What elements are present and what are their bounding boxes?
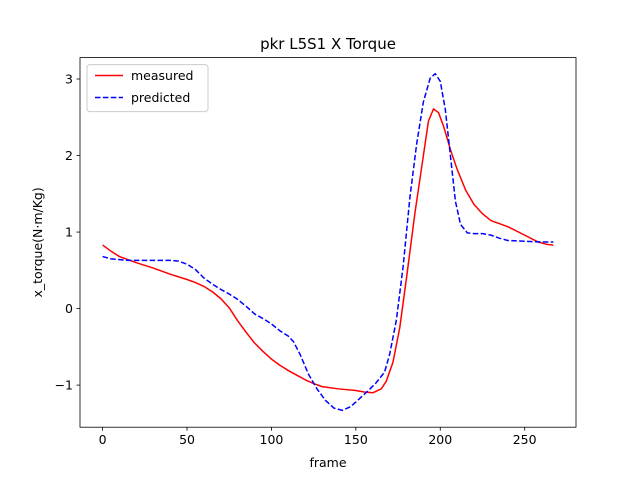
y-axis-label: x_torque(N·m/Kg) (30, 187, 45, 297)
x-tick-label: 150 (344, 432, 368, 447)
y-tick-label: 2 (65, 148, 73, 163)
x-axis-label: frame (309, 455, 346, 470)
x-tick-label: 0 (99, 432, 107, 447)
y-axis: −1 0 1 2 3 (55, 72, 80, 393)
y-tick-label: −1 (55, 378, 73, 393)
series-line-measured (102, 108, 554, 394)
chart-title: pkr L5S1 X Torque (260, 35, 396, 53)
x-tick-label: 200 (428, 432, 452, 447)
legend: measured predicted (86, 64, 209, 113)
y-tick-label: 3 (65, 72, 73, 87)
series-line-predicted (102, 72, 554, 412)
y-tick-label: 1 (65, 225, 73, 240)
legend-label-measured: measured (131, 68, 193, 83)
plot-background (80, 57, 576, 428)
x-tick-label: 100 (260, 432, 284, 447)
x-tick-label: 50 (179, 432, 195, 447)
plot-frame (79, 57, 577, 428)
x-tick-label: 250 (513, 432, 537, 447)
y-tick-label: 0 (65, 301, 73, 316)
legend-label-predicted: predicted (131, 90, 190, 105)
x-axis: 0 50 100 150 200 250 (99, 427, 537, 447)
series-layer (102, 72, 554, 412)
legend-box (86, 64, 209, 113)
